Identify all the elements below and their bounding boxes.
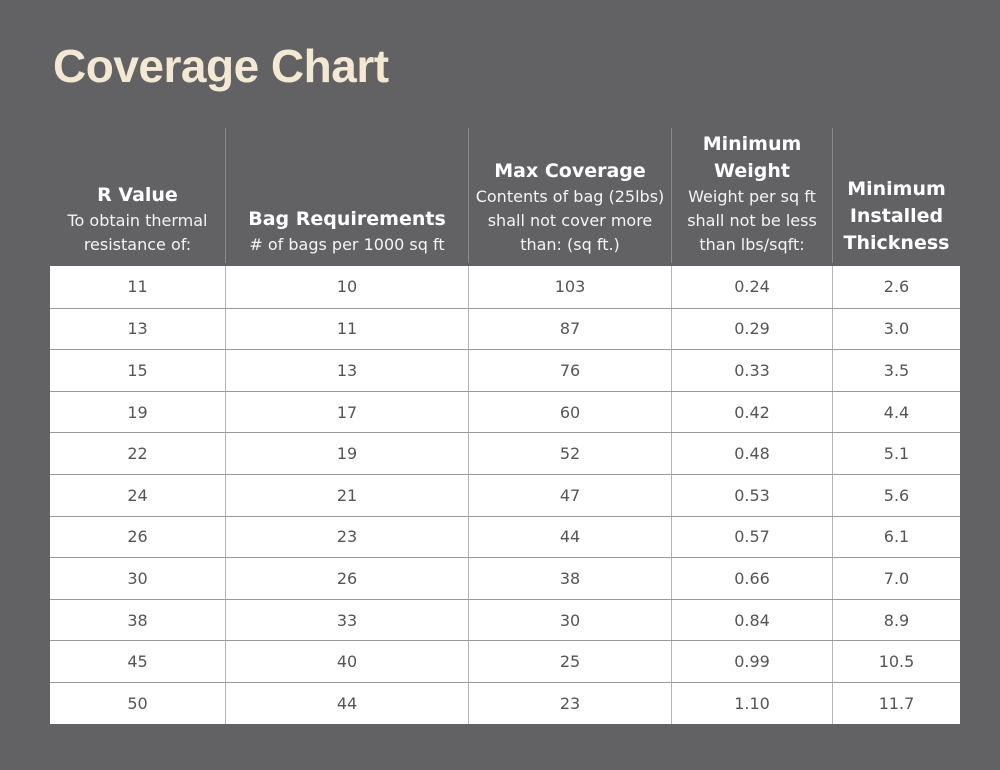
- header-bag-requirements: Bag Requirements # of bags per 1000 sq f…: [225, 128, 468, 263]
- table-cell: 8.9: [832, 599, 960, 641]
- table-cell: 33: [225, 599, 468, 641]
- table-row: 22 19 52 0.48 5.1: [50, 432, 960, 474]
- table-cell: 76: [468, 350, 671, 391]
- table-cell: 19: [225, 433, 468, 474]
- header-title: Max Coverage: [494, 160, 646, 182]
- table-cell: 23: [225, 516, 468, 558]
- table-cell: 60: [468, 391, 671, 433]
- table-cell: 3.0: [832, 308, 960, 350]
- table-header: R Value To obtain thermal resistance of:…: [50, 128, 960, 263]
- header-title: Bag Requirements: [248, 208, 446, 230]
- table-cell: 2.6: [832, 266, 960, 308]
- table-cell: 11.7: [832, 682, 960, 724]
- table-cell: 44: [468, 516, 671, 558]
- table-cell: 4.4: [832, 391, 960, 433]
- table-cell: 13: [225, 350, 468, 391]
- header-subtitle: To obtain thermal resistance of:: [67, 211, 208, 254]
- table-cell: 6.1: [832, 516, 960, 558]
- table-cell: 47: [468, 474, 671, 516]
- table-cell: 19: [127, 402, 148, 422]
- table-cell: 13: [127, 319, 148, 339]
- header-subtitle: Weight per sq ft shall not be less than …: [687, 187, 817, 254]
- table-row: 24 21 47 0.53 5.6: [50, 473, 960, 516]
- table-row: 30 26 38 0.66 7.0: [50, 557, 960, 599]
- header-minimum-weight: Minimum Weight Weight per sq ft shall no…: [671, 128, 832, 263]
- table-cell: 38: [127, 610, 148, 630]
- table-cell: 26: [127, 527, 148, 547]
- table-row: 45 40 25 0.99 10.5: [50, 640, 960, 682]
- table-row: 11 10 103 0.24 2.6: [50, 266, 960, 308]
- table-row: 38 33 30 0.84 8.9: [50, 598, 960, 641]
- table-row: 15 13 76 0.33 3.5: [50, 349, 960, 391]
- table-cell: 0.84: [671, 599, 832, 641]
- table-cell: 10: [225, 266, 468, 308]
- header-minimum-installed-thickness: Minimum Installed Thickness: [832, 128, 960, 263]
- header-title: Minimum Weight: [702, 133, 802, 182]
- table-cell: 0.53: [671, 474, 832, 516]
- table-cell: 87: [468, 308, 671, 350]
- table-cell: 5.1: [832, 433, 960, 474]
- table-cell: 11: [225, 308, 468, 350]
- table-cell: 24: [127, 485, 148, 505]
- table-cell: 0.33: [671, 350, 832, 391]
- table-body: 11 10 103 0.24 2.6 13 11 87 0.29 3.0 15 13 76 0.33 3.5…: [50, 266, 960, 724]
- table-cell: 0.29: [671, 308, 832, 350]
- table-cell: 30: [468, 599, 671, 641]
- table-cell: 15: [127, 360, 148, 380]
- table-cell: 17: [225, 391, 468, 433]
- header-r-value: R Value To obtain thermal resistance of:: [50, 128, 225, 263]
- table-cell: 40: [225, 641, 468, 682]
- table-cell: 30: [127, 568, 148, 588]
- header-title: R Value: [97, 184, 178, 206]
- table-cell: 0.57: [671, 516, 832, 558]
- table-cell: 25: [468, 641, 671, 682]
- table-cell: 50: [127, 693, 148, 713]
- table-cell: 0.48: [671, 433, 832, 474]
- header-title: Minimum Installed Thickness: [843, 178, 950, 254]
- header-subtitle: # of bags per 1000 sq ft: [249, 235, 445, 254]
- table-cell: 0.42: [671, 391, 832, 433]
- header-subtitle: Contents of bag (25lbs) shall not cover …: [475, 187, 665, 254]
- table-row: 26 23 44 0.57 6.1: [50, 515, 960, 558]
- table-cell: 0.99: [671, 641, 832, 682]
- table-cell: 22: [127, 444, 148, 464]
- table-cell: 38: [468, 558, 671, 599]
- chart-title: Coverage Chart: [53, 40, 389, 92]
- table-cell: 103: [468, 266, 671, 308]
- table-cell: 26: [225, 558, 468, 599]
- table-cell: 1.10: [671, 682, 832, 724]
- table-cell: 11: [127, 277, 148, 297]
- table-row: 19 17 60 0.42 4.4: [50, 390, 960, 433]
- table-cell: 52: [468, 433, 671, 474]
- header-max-coverage: Max Coverage Contents of bag (25lbs) sha…: [468, 128, 671, 263]
- table-cell: 5.6: [832, 474, 960, 516]
- table-cell: 7.0: [832, 558, 960, 599]
- table-cell: 0.24: [671, 266, 832, 308]
- table-cell: 44: [225, 682, 468, 724]
- table-cell: 23: [468, 682, 671, 724]
- table-cell: 10.5: [832, 641, 960, 682]
- table-cell: 3.5: [832, 350, 960, 391]
- table-row: 50 44 23 1.10 11.7: [50, 681, 960, 724]
- table-row: 13 11 87 0.29 3.0: [50, 307, 960, 350]
- table-cell: 0.66: [671, 558, 832, 599]
- table-cell: 21: [225, 474, 468, 516]
- table-cell: 45: [127, 652, 148, 672]
